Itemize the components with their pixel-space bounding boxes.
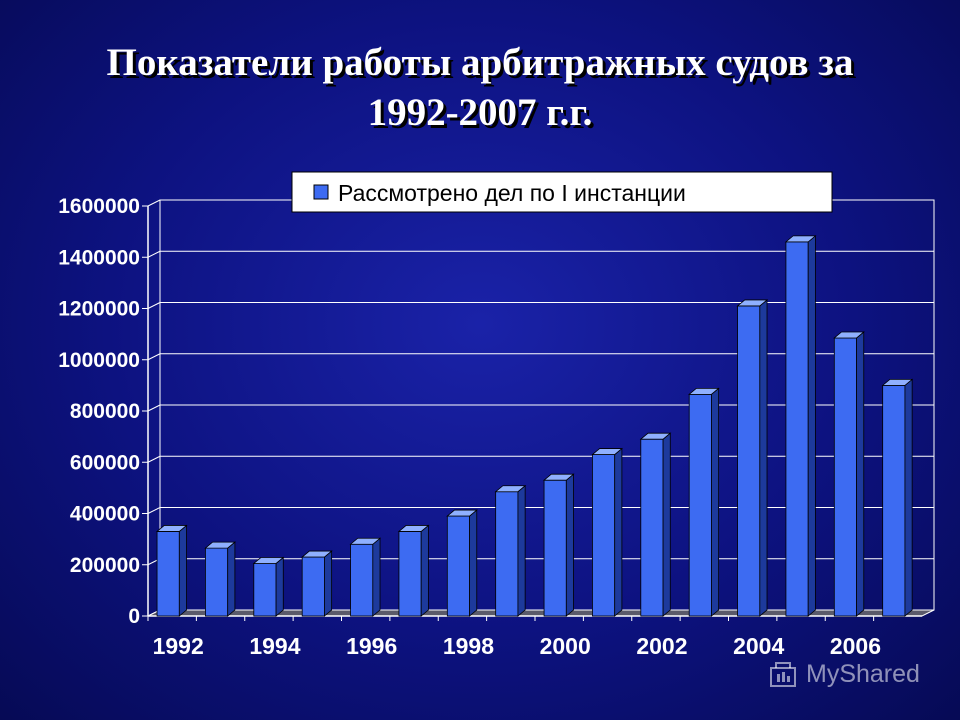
- bar-2006: [833, 337, 857, 617]
- watermark-text: MyShared: [806, 659, 920, 688]
- bar-2007: [882, 384, 906, 617]
- x-tick-label: 1998: [443, 633, 494, 659]
- bar-top-1998: [446, 509, 478, 517]
- bar-2002: [640, 438, 664, 617]
- bar-top-2005: [784, 235, 817, 243]
- bar-side-2001: [614, 447, 623, 617]
- legend-box: [291, 171, 833, 213]
- x-tick-label: 1992: [153, 633, 204, 659]
- x-tick-label: 1996: [346, 633, 397, 659]
- bar-2003: [688, 393, 712, 617]
- gridline-depth: [147, 507, 161, 514]
- bar-top-1992: [155, 525, 188, 532]
- y-tick-label: 600000: [70, 451, 140, 474]
- bar-1992: [156, 531, 180, 617]
- bar-side-2006: [856, 331, 865, 617]
- bar-1998: [446, 515, 470, 617]
- gridline-depth: [147, 199, 161, 207]
- title-line-1: Показатели работы арбитражных судов за: [106, 41, 854, 84]
- bar-side-2000: [565, 473, 574, 617]
- gridline-depth: [147, 302, 161, 309]
- x-tick-label: 2006: [830, 633, 881, 659]
- x-tick-label: 2004: [733, 633, 784, 659]
- y-tick-label: 1400000: [58, 246, 140, 269]
- bar-side-1995: [324, 550, 333, 617]
- watermark: MyShared: [768, 652, 948, 696]
- bar-side-2002: [662, 432, 671, 617]
- watermark-logo-icon: [768, 659, 798, 689]
- bar-side-2005: [807, 235, 816, 617]
- x-tick-label: 1994: [249, 633, 300, 659]
- bar-side-2003: [711, 387, 720, 617]
- y-tick-label: 1000000: [58, 349, 140, 372]
- bar-top-2000: [542, 473, 575, 481]
- y-tick-label: 1200000: [58, 298, 140, 321]
- bar-1996: [350, 543, 374, 617]
- bar-side-2004: [759, 299, 768, 617]
- bar-side-1992: [178, 524, 187, 617]
- legend-label: Рассмотрено дел по I инстанции: [338, 180, 686, 206]
- bar-2000: [543, 479, 567, 617]
- y-tick-label: 0: [128, 605, 140, 628]
- page-title: Показатели работы арбитражных судов за 1…: [0, 38, 960, 138]
- x-tick-label: 2002: [636, 633, 687, 659]
- bar-top-1993: [204, 541, 236, 549]
- bar-top-2001: [591, 448, 623, 455]
- gridline-depth: [147, 250, 161, 258]
- bar-1994: [253, 563, 277, 617]
- bar-top-1994: [252, 557, 285, 564]
- bar-side-1998: [469, 509, 478, 617]
- bar-side-2007: [904, 378, 913, 617]
- bar-top-1999: [494, 485, 527, 493]
- bar-1997: [398, 531, 422, 617]
- y-tick-label: 1600000: [58, 195, 140, 218]
- bar-top-1996: [349, 537, 382, 545]
- gridline-depth: [147, 353, 161, 361]
- bar-top-2007: [881, 378, 914, 386]
- legend-swatch: [313, 184, 329, 200]
- bar-side-1994: [275, 556, 284, 617]
- bar-side-1996: [372, 537, 381, 617]
- bar-2001: [592, 454, 616, 617]
- bar-1995: [301, 556, 325, 617]
- gridline-depth: [147, 404, 161, 412]
- bar-top-2002: [639, 432, 672, 440]
- bar-top-1995: [301, 550, 333, 558]
- y-tick-label: 400000: [70, 503, 140, 526]
- bar-top-1997: [397, 525, 430, 532]
- x-tick-label: 2000: [540, 633, 591, 659]
- bar-side-1999: [517, 484, 526, 617]
- title-line-2: 1992-2007 г.г.: [367, 91, 593, 134]
- bar-top-2003: [688, 387, 720, 395]
- bar-1993: [205, 547, 229, 617]
- bar-side-1997: [420, 524, 429, 617]
- bar-side-1993: [227, 541, 236, 617]
- bar-2005: [785, 241, 809, 617]
- bar-2004: [737, 305, 761, 617]
- bar-top-2006: [833, 331, 865, 339]
- bar-1999: [495, 491, 519, 617]
- gridline-depth: [147, 455, 161, 463]
- y-tick-label: 800000: [70, 400, 140, 423]
- bar-top-2004: [736, 299, 769, 307]
- y-tick-label: 200000: [70, 554, 140, 577]
